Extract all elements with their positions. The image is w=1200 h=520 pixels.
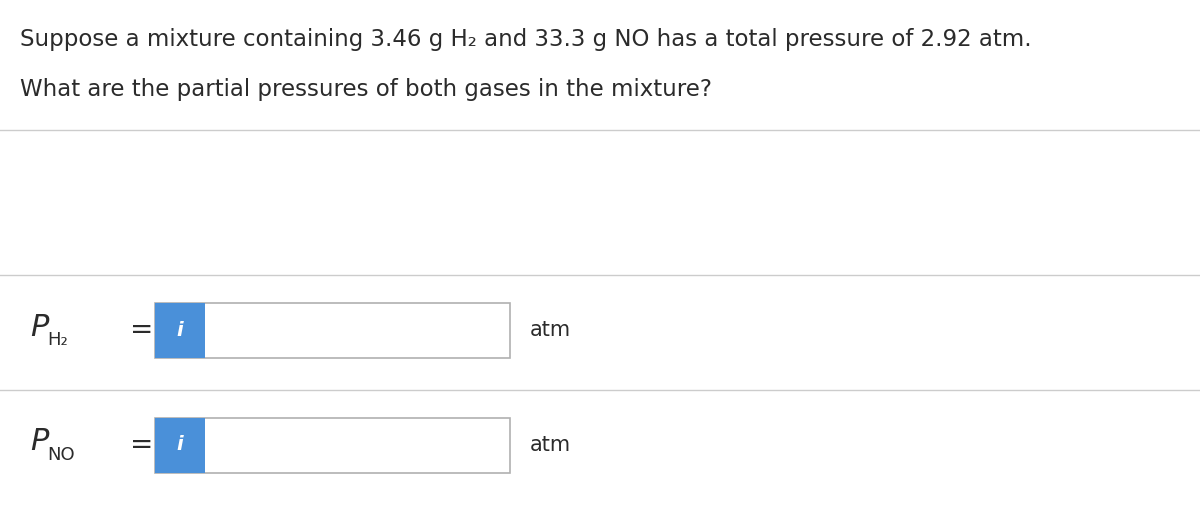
Text: H₂: H₂ — [47, 331, 67, 349]
Text: i: i — [176, 436, 184, 454]
Bar — [155, 418, 510, 473]
Text: =: = — [130, 316, 154, 344]
Text: atm: atm — [530, 435, 571, 455]
Bar — [155, 303, 510, 358]
Text: Suppose a mixture containing 3.46 g H₂ and 33.3 g NO has a total pressure of 2.9: Suppose a mixture containing 3.46 g H₂ a… — [20, 28, 1032, 51]
Text: NO: NO — [47, 446, 74, 464]
Text: P: P — [30, 313, 48, 342]
Text: P: P — [30, 427, 48, 457]
Text: atm: atm — [530, 320, 571, 340]
Text: i: i — [176, 320, 184, 340]
Bar — [155, 303, 205, 358]
Text: =: = — [130, 431, 154, 459]
Bar — [155, 418, 205, 473]
Text: What are the partial pressures of both gases in the mixture?: What are the partial pressures of both g… — [20, 78, 712, 101]
